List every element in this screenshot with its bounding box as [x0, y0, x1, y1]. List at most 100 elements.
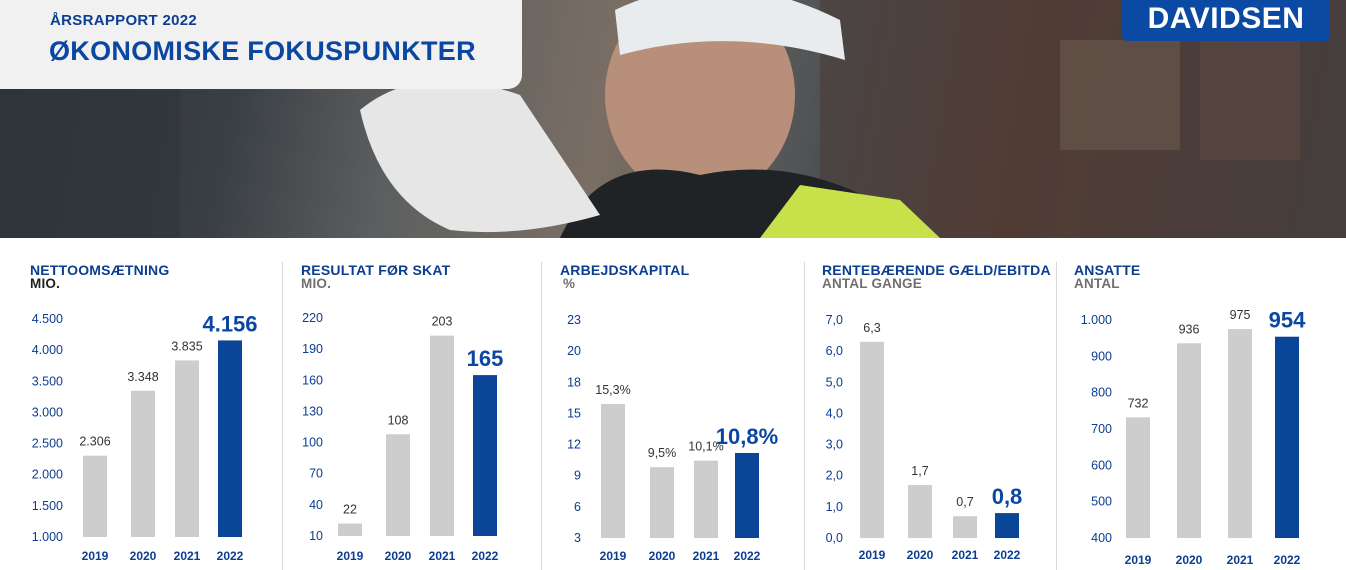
y-tick-label: 20 — [567, 344, 581, 358]
data-label: 0,8 — [992, 484, 1023, 509]
y-tick-label: 5,0 — [826, 375, 843, 389]
chart-title-gaeld-ebitda: RENTEBÆRENDE GÆLD/EBITDA — [822, 262, 1051, 278]
bar — [1126, 417, 1150, 538]
x-tick-label: 2020 — [1176, 553, 1203, 567]
data-label: 2.306 — [79, 435, 110, 449]
y-tick-label: 70 — [309, 467, 323, 481]
y-tick-label: 4,0 — [826, 406, 843, 420]
y-tick-label: 4.000 — [32, 343, 63, 357]
data-label: 1,7 — [911, 464, 928, 478]
y-tick-label: 3.000 — [32, 405, 63, 419]
y-tick-label: 100 — [302, 436, 323, 450]
y-tick-label: 800 — [1091, 386, 1112, 400]
x-tick-label: 2022 — [734, 549, 761, 563]
background-window — [1200, 20, 1300, 160]
x-tick-label: 2021 — [174, 549, 201, 563]
x-tick-label: 2019 — [82, 549, 109, 563]
x-tick-label: 2021 — [952, 548, 979, 562]
y-tick-label: 1.000 — [32, 530, 63, 544]
data-label: 4.156 — [202, 311, 257, 336]
y-tick-label: 4.500 — [32, 312, 63, 326]
y-tick-label: 900 — [1091, 349, 1112, 363]
x-tick-label: 2019 — [337, 549, 364, 563]
background-window — [1060, 40, 1180, 150]
x-tick-label: 2019 — [859, 548, 886, 562]
y-tick-label: 160 — [302, 373, 323, 387]
report-subtitle: ÅRSRAPPORT 2022 — [50, 12, 198, 29]
x-tick-label: 2020 — [649, 549, 676, 563]
y-tick-label: 2,0 — [826, 469, 843, 483]
bar-highlight — [1275, 336, 1299, 538]
panel-divider — [541, 262, 542, 570]
x-tick-label: 2020 — [130, 549, 157, 563]
y-tick-label: 6 — [574, 500, 581, 514]
data-label: 203 — [432, 315, 453, 329]
y-tick-label: 40 — [309, 498, 323, 512]
y-tick-label: 2.500 — [32, 437, 63, 451]
bar — [908, 485, 932, 538]
y-tick-label: 9 — [574, 469, 581, 483]
panel-divider — [804, 262, 805, 570]
bar — [860, 341, 884, 538]
data-label: 22 — [343, 503, 357, 517]
bar — [601, 403, 625, 538]
bar — [430, 335, 454, 536]
data-label: 9,5% — [648, 446, 677, 460]
y-tick-label: 600 — [1091, 458, 1112, 472]
y-tick-label: 130 — [302, 404, 323, 418]
data-label: 6,3 — [863, 321, 880, 335]
y-tick-label: 18 — [567, 375, 581, 389]
hard-hat — [615, 0, 845, 60]
bar — [131, 390, 155, 537]
data-label: 975 — [1230, 308, 1251, 322]
y-tick-label: 220 — [302, 311, 323, 325]
chart-title-arbejdskapital: ARBEJDSKAPITAL — [560, 262, 690, 278]
bar — [386, 434, 410, 536]
data-label: 165 — [467, 346, 504, 371]
chart-unit-arbejdskapital: % — [563, 276, 576, 291]
chart-title-ansatte: ANSATTE — [1074, 262, 1141, 278]
x-tick-label: 2022 — [217, 549, 244, 563]
work-glove — [360, 80, 600, 233]
safety-vest — [760, 185, 940, 238]
bar-highlight — [218, 340, 242, 537]
bar — [650, 467, 674, 538]
chart-title-nettoomsaetning: NETTOOMSÆTNING — [30, 262, 170, 278]
chart-unit-nettoomsaetning: MIO. — [30, 276, 61, 291]
chart-title-resultat: RESULTAT FØR SKAT — [301, 262, 451, 278]
data-label: 0,7 — [956, 495, 973, 509]
y-tick-label: 2.000 — [32, 468, 63, 482]
y-tick-label: 3,0 — [826, 438, 843, 452]
bar — [83, 455, 107, 537]
worker-face — [605, 0, 795, 200]
company-logo: DAVIDSEN — [1122, 0, 1330, 41]
bar-highlight — [735, 452, 759, 538]
chart-unit-ansatte: ANTAL — [1074, 276, 1120, 291]
data-label: 10,8% — [716, 424, 778, 449]
y-tick-label: 1,0 — [826, 500, 843, 514]
bar — [953, 516, 977, 538]
x-tick-label: 2020 — [907, 548, 934, 562]
x-tick-label: 2021 — [693, 549, 720, 563]
y-tick-label: 1.500 — [32, 499, 63, 513]
y-tick-label: 500 — [1091, 495, 1112, 509]
x-tick-label: 2021 — [1227, 553, 1254, 567]
x-tick-label: 2019 — [1125, 553, 1152, 567]
y-tick-label: 7,0 — [826, 313, 843, 327]
y-tick-label: 1.000 — [1081, 313, 1112, 327]
chart-unit-resultat: MIO. — [301, 276, 332, 291]
x-tick-label: 2019 — [600, 549, 627, 563]
y-tick-label: 400 — [1091, 531, 1112, 545]
x-tick-label: 2020 — [385, 549, 412, 563]
x-tick-label: 2022 — [472, 549, 499, 563]
bar-highlight — [995, 513, 1019, 538]
bar — [338, 523, 362, 536]
y-tick-label: 12 — [567, 438, 581, 452]
y-tick-label: 0,0 — [826, 531, 843, 545]
y-tick-label: 6,0 — [826, 344, 843, 358]
panel-divider — [1056, 262, 1057, 570]
bar — [175, 360, 199, 537]
bar — [1228, 329, 1252, 538]
y-tick-label: 10 — [309, 529, 323, 543]
